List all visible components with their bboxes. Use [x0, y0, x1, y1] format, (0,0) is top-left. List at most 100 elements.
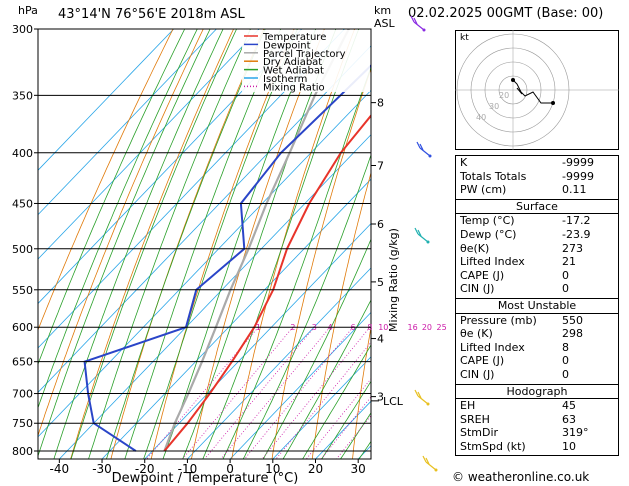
wind-barb [419, 147, 431, 157]
wind-barb-flag [416, 141, 421, 149]
mixing-ratio-label: 25 [436, 323, 446, 332]
wind-barb [417, 233, 429, 243]
altitude-tick-label: 8 [377, 97, 384, 110]
most-unstable-section: Most Unstable Pressure (mb) 550 θe (K) 298… [456, 297, 618, 384]
legend-item-label: Parcel Trajectory [263, 49, 346, 60]
legend-item-label: Isotherm [263, 74, 307, 85]
hodograph-stats-value: 319° [562, 426, 589, 440]
pressure-tick-label: 650 [12, 356, 33, 369]
wind-barb-dot [426, 402, 430, 406]
wet-adiabat-line [182, 29, 337, 459]
wet-adiabat-line [106, 29, 266, 459]
hodograph-stats-row: StmDir 319° [456, 426, 618, 440]
isotherm-line [38, 29, 303, 305]
most-unstable-value: 8 [562, 340, 569, 354]
most-unstable-title: Most Unstable [456, 299, 618, 314]
hodograph-stats-value: 63 [562, 412, 576, 426]
wet-adiabat-line [38, 29, 186, 366]
wet-adiabat-line [262, 238, 371, 459]
pressure-tick-label: 800 [12, 445, 33, 458]
altitude-tick-label: 4 [377, 333, 384, 346]
series-dewpoint-line [83, 64, 371, 452]
wet-adiabat-line [242, 153, 371, 459]
indices-row: Totals Totals -9999 [456, 170, 618, 184]
pressure-tick-label: 500 [12, 243, 33, 256]
surface-label: θe(K) [460, 241, 490, 255]
wind-barb-dot [422, 28, 426, 32]
wind-barb-flag [410, 15, 415, 23]
wet-adiabat-line [38, 29, 198, 409]
wet-adiabat-line [202, 29, 360, 459]
isotherm-line [38, 29, 260, 260]
mixing-ratio-label: 10 [378, 323, 388, 332]
most-unstable-row: Pressure (mb) 550 [456, 314, 618, 328]
wind-barb-dot [428, 154, 432, 158]
mixing-ratio-line [146, 326, 259, 459]
hodograph-unit-label: kt [460, 33, 469, 43]
x-axis-label: Dewpoint / Temperature (°C) [112, 471, 299, 486]
pressure-tick-label: 400 [12, 147, 33, 160]
wind-barb-flag [425, 457, 430, 465]
hodograph-stats-row: SREH 63 [456, 413, 618, 427]
isotherm-line [101, 178, 371, 459]
isotherm-line [38, 45, 371, 393]
isotherm-line [272, 356, 371, 459]
wind-barb [413, 21, 425, 31]
dry-adiabat-line [191, 29, 325, 459]
isotherm-line [38, 29, 175, 171]
credit-footer[interactable]: © weatheronline.co.uk [452, 470, 590, 484]
surface-label: CAPE (J) [460, 268, 505, 282]
legend-item-label: Dewpoint [263, 40, 311, 51]
surface-row: Temp (°C) -17.2 [456, 214, 618, 228]
hodograph-ring-label-30: 30 [489, 102, 499, 111]
isotherm-line [229, 311, 371, 459]
isotherm-line [187, 267, 371, 459]
most-unstable-value: 0 [562, 367, 569, 381]
hodograph-stats-value: 10 [562, 439, 576, 453]
dry-adiabat-line [271, 67, 371, 459]
wet-adiabat-line [302, 344, 371, 459]
wind-barb-flag [414, 389, 419, 397]
surface-value: 0 [562, 268, 569, 282]
legend-item-label: Mixing Ratio [263, 82, 325, 93]
dry-adiabat-line [38, 29, 174, 331]
mixing-ratio-line [320, 396, 371, 459]
legend-item-label: Wet Adiabat [263, 66, 324, 77]
pressure-tick-label: 600 [12, 321, 33, 334]
temperature-tick-label: -10 [178, 462, 198, 476]
wet-adiabat-line [88, 29, 251, 459]
surface-value: -17.2 [562, 214, 591, 228]
km-unit-label: km [374, 4, 392, 17]
altitude-tick-label: 6 [377, 218, 384, 231]
temperature-tick-label: -30 [92, 462, 112, 476]
temperature-tick-label: 10 [265, 462, 280, 476]
hodograph-start-dot [511, 78, 515, 82]
isotherm-line [38, 29, 217, 216]
dry-adiabat-line [38, 29, 204, 437]
pressure-unit-label: hPa [18, 4, 38, 17]
hodograph-stats-label: StmDir [460, 426, 499, 440]
temperature-tick-label: 20 [308, 462, 323, 476]
temperature-tick-label: -40 [50, 462, 70, 476]
most-unstable-label: CIN (J) [460, 367, 495, 381]
hodograph-stats-label: SREH [460, 412, 490, 426]
wet-adiabat-line [124, 29, 282, 459]
dry-adiabat-line [352, 325, 371, 459]
indices-value: -9999 [562, 156, 594, 169]
hodograph-stats-label: StmSpd (kt) [460, 439, 526, 453]
isotherm-line [38, 89, 371, 438]
surface-label: Lifted Index [460, 255, 525, 269]
wind-barb-dot [434, 468, 438, 472]
hodograph-stats-row: StmSpd (kt) 10 [456, 440, 618, 454]
wind-barb-flag [413, 17, 418, 25]
legend-background [242, 30, 370, 92]
pressure-tick-label: 450 [12, 197, 33, 210]
hodograph-ring-label-20: 20 [499, 91, 509, 100]
dry-adiabat-line [150, 29, 295, 459]
indices-row: K -9999 [456, 156, 618, 170]
indices-label: K [460, 156, 468, 169]
wind-barb-flag [417, 229, 422, 237]
hodograph-end-dot [551, 101, 555, 105]
most-unstable-row: Lifted Index 8 [456, 341, 618, 355]
